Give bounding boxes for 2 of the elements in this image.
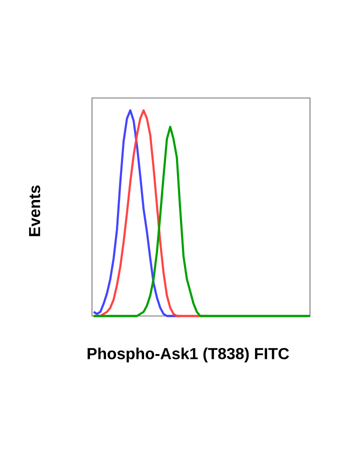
y-axis-title: Events: [29, 186, 40, 236]
x-axis-title: Phospho-Ask1 (T838) FITC: [88, 348, 289, 362]
